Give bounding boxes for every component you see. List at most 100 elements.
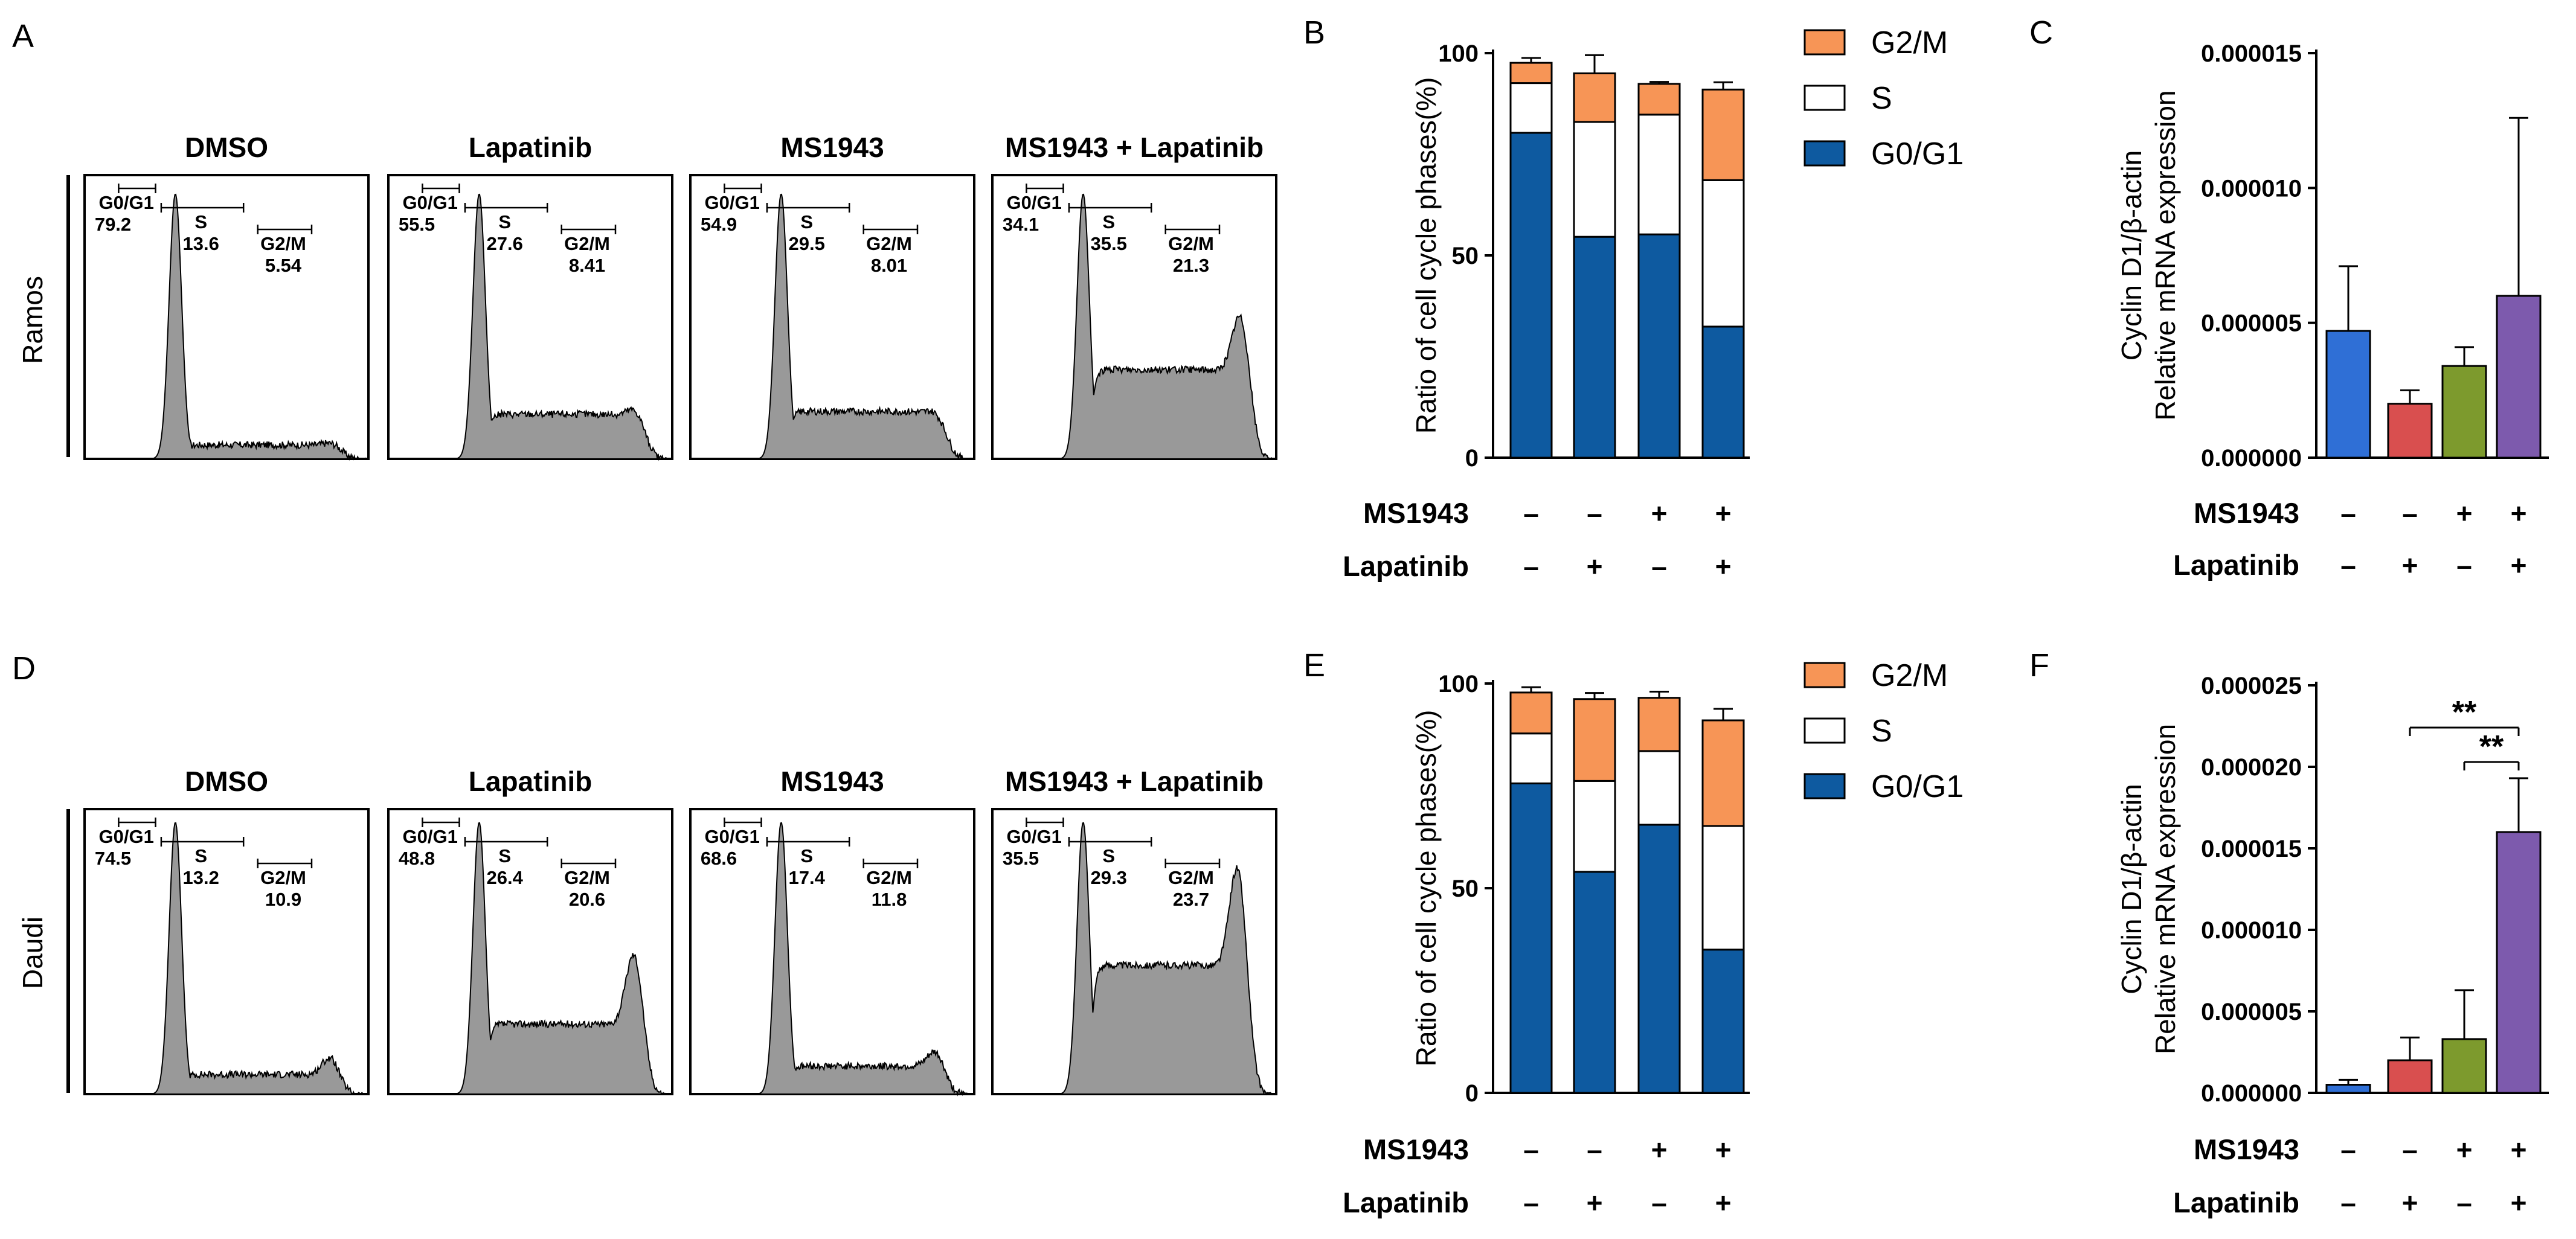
legend-swatch-G0/G1 (1804, 140, 1846, 167)
treatment-row-label: MS1943 (2194, 497, 2299, 529)
bar-G0/G1-0 (1509, 782, 1553, 1094)
treatment-sign: + (1715, 498, 1732, 529)
bar-0 (2325, 1084, 2371, 1094)
bar-S-0 (1509, 82, 1553, 134)
bar-G0/G1-3 (1701, 949, 1745, 1094)
gate-S-value: 29.3 (1091, 867, 1127, 888)
bar-S-1 (1573, 780, 1616, 873)
gate-S-label: S (194, 211, 207, 232)
y-tick-label: 100 (1438, 40, 1479, 67)
significance-label: ** (2479, 729, 2504, 764)
legend-swatch-G2/M (1804, 29, 1846, 56)
gate-G2/M-value: 21.3 (1173, 255, 1209, 276)
gate-S-label: S (1102, 845, 1115, 866)
gate-G0/G1-label: G0/G1 (705, 826, 760, 847)
bar-S-0 (1509, 732, 1553, 784)
y-tick-label: 0.000020 (2201, 754, 2302, 781)
bar-G0/G1-1 (1573, 235, 1616, 459)
histogram-trace (1055, 822, 1275, 1096)
gate-G0/G1-label: G0/G1 (1007, 192, 1062, 213)
legend-label-S: S (1871, 714, 1892, 749)
gate-S-value: 35.5 (1091, 233, 1127, 254)
gate-G2/M-label: G2/M (564, 233, 610, 254)
gate-G0/G1-label: G0/G1 (99, 192, 154, 213)
gate-S-label: S (498, 845, 511, 866)
gate-G2/M-label: G2/M (1168, 233, 1214, 254)
legend-swatch-G0/G1 (1804, 773, 1846, 799)
treatment-sign: – (1523, 1187, 1539, 1218)
legend-swatch-S (1804, 717, 1846, 744)
gate-G2/M-value: 8.01 (871, 255, 907, 276)
bar-2 (2441, 365, 2487, 459)
bar-S-2 (1637, 114, 1681, 235)
bar-G2/M-0 (1509, 62, 1553, 85)
treatment-sign: – (2340, 1134, 2356, 1165)
treatment-sign: – (1587, 498, 1602, 529)
treatment-row-label: MS1943 (1363, 497, 1469, 529)
gate-G2/M-value: 8.41 (569, 255, 605, 276)
gate-G2/M-value: 10.9 (265, 889, 301, 910)
panel-label-C: C (2029, 14, 2053, 51)
treatment-sign: – (2402, 1134, 2418, 1165)
gate-G0/G1-label: G0/G1 (705, 192, 760, 213)
histogram-trace (753, 822, 973, 1097)
bar-G2/M-1 (1573, 72, 1616, 123)
treatment-sign: – (1523, 498, 1539, 529)
treatment-sign: – (1651, 551, 1667, 582)
bar-G2/M-2 (1637, 697, 1681, 752)
histogram-trace (147, 822, 368, 1095)
gate-G0/G1-label: G0/G1 (99, 826, 154, 847)
bar-G0/G1-1 (1573, 871, 1616, 1094)
treatment-sign: + (1651, 1134, 1668, 1165)
y-tick-label: 0.000000 (2201, 1080, 2302, 1107)
gate-G0/G1-value: 79.2 (95, 214, 131, 235)
bar-G2/M-2 (1637, 83, 1681, 116)
treatment-row-label: MS1943 (2194, 1133, 2299, 1165)
histogram-trace (147, 193, 368, 461)
y-axis-label: Ratio of cell cycle phases(%) (1410, 710, 1442, 1067)
treatment-sign: – (2340, 549, 2356, 581)
treatment-sign: – (1523, 551, 1539, 582)
treatment-sign: + (1715, 551, 1732, 582)
legend-label-G2/M: G2/M (1871, 25, 1948, 60)
histogram-title: DMSO (185, 132, 268, 163)
gate-G2/M-label: G2/M (866, 867, 912, 888)
bar-G0/G1-3 (1701, 325, 1745, 459)
gate-G0/G1-value: 68.6 (701, 848, 737, 869)
legend-swatch-S (1804, 85, 1846, 111)
histogram-title: MS1943 (780, 766, 884, 797)
gate-G0/G1-value: 48.8 (399, 848, 435, 869)
gate-S-value: 13.6 (183, 233, 219, 254)
y-tick-label: 0.000010 (2201, 175, 2302, 202)
treatment-sign: + (1587, 551, 1603, 582)
gate-G0/G1-label: G0/G1 (1007, 826, 1062, 847)
y-axis-label: Ratio of cell cycle phases(%) (1410, 77, 1442, 434)
bar-S-2 (1637, 750, 1681, 826)
y-tick-label: 0.000005 (2201, 310, 2302, 337)
ramos-label: Ramos (17, 276, 48, 364)
treatment-sign: + (2511, 498, 2527, 529)
treatment-sign: + (2511, 1187, 2527, 1218)
bar-2 (2441, 1038, 2487, 1094)
y-tick-label: 0.000025 (2201, 673, 2302, 699)
treatment-sign: – (1587, 1134, 1602, 1165)
gate-G2/M-label: G2/M (260, 867, 306, 888)
panel-label-F: F (2029, 647, 2049, 684)
legend-swatch-G2/M (1804, 662, 1846, 688)
y-tick-label: 50 (1452, 876, 1479, 902)
legend-label-G2/M: G2/M (1871, 658, 1948, 693)
gate-G2/M-value: 5.54 (265, 255, 302, 276)
y-axis-label: Cyclin D1/β-actin (2116, 784, 2147, 994)
treatment-sign: + (2402, 549, 2418, 581)
panel-label-D: D (12, 650, 36, 687)
gate-G2/M-label: G2/M (260, 233, 306, 254)
bar-chart-F: 0.000000 0.000005 0.000010 0.000015 0.000020… (2116, 673, 2549, 1218)
histogram-title: Lapatinib (469, 132, 592, 163)
treatment-row-label: Lapatinib (1343, 1186, 1469, 1218)
